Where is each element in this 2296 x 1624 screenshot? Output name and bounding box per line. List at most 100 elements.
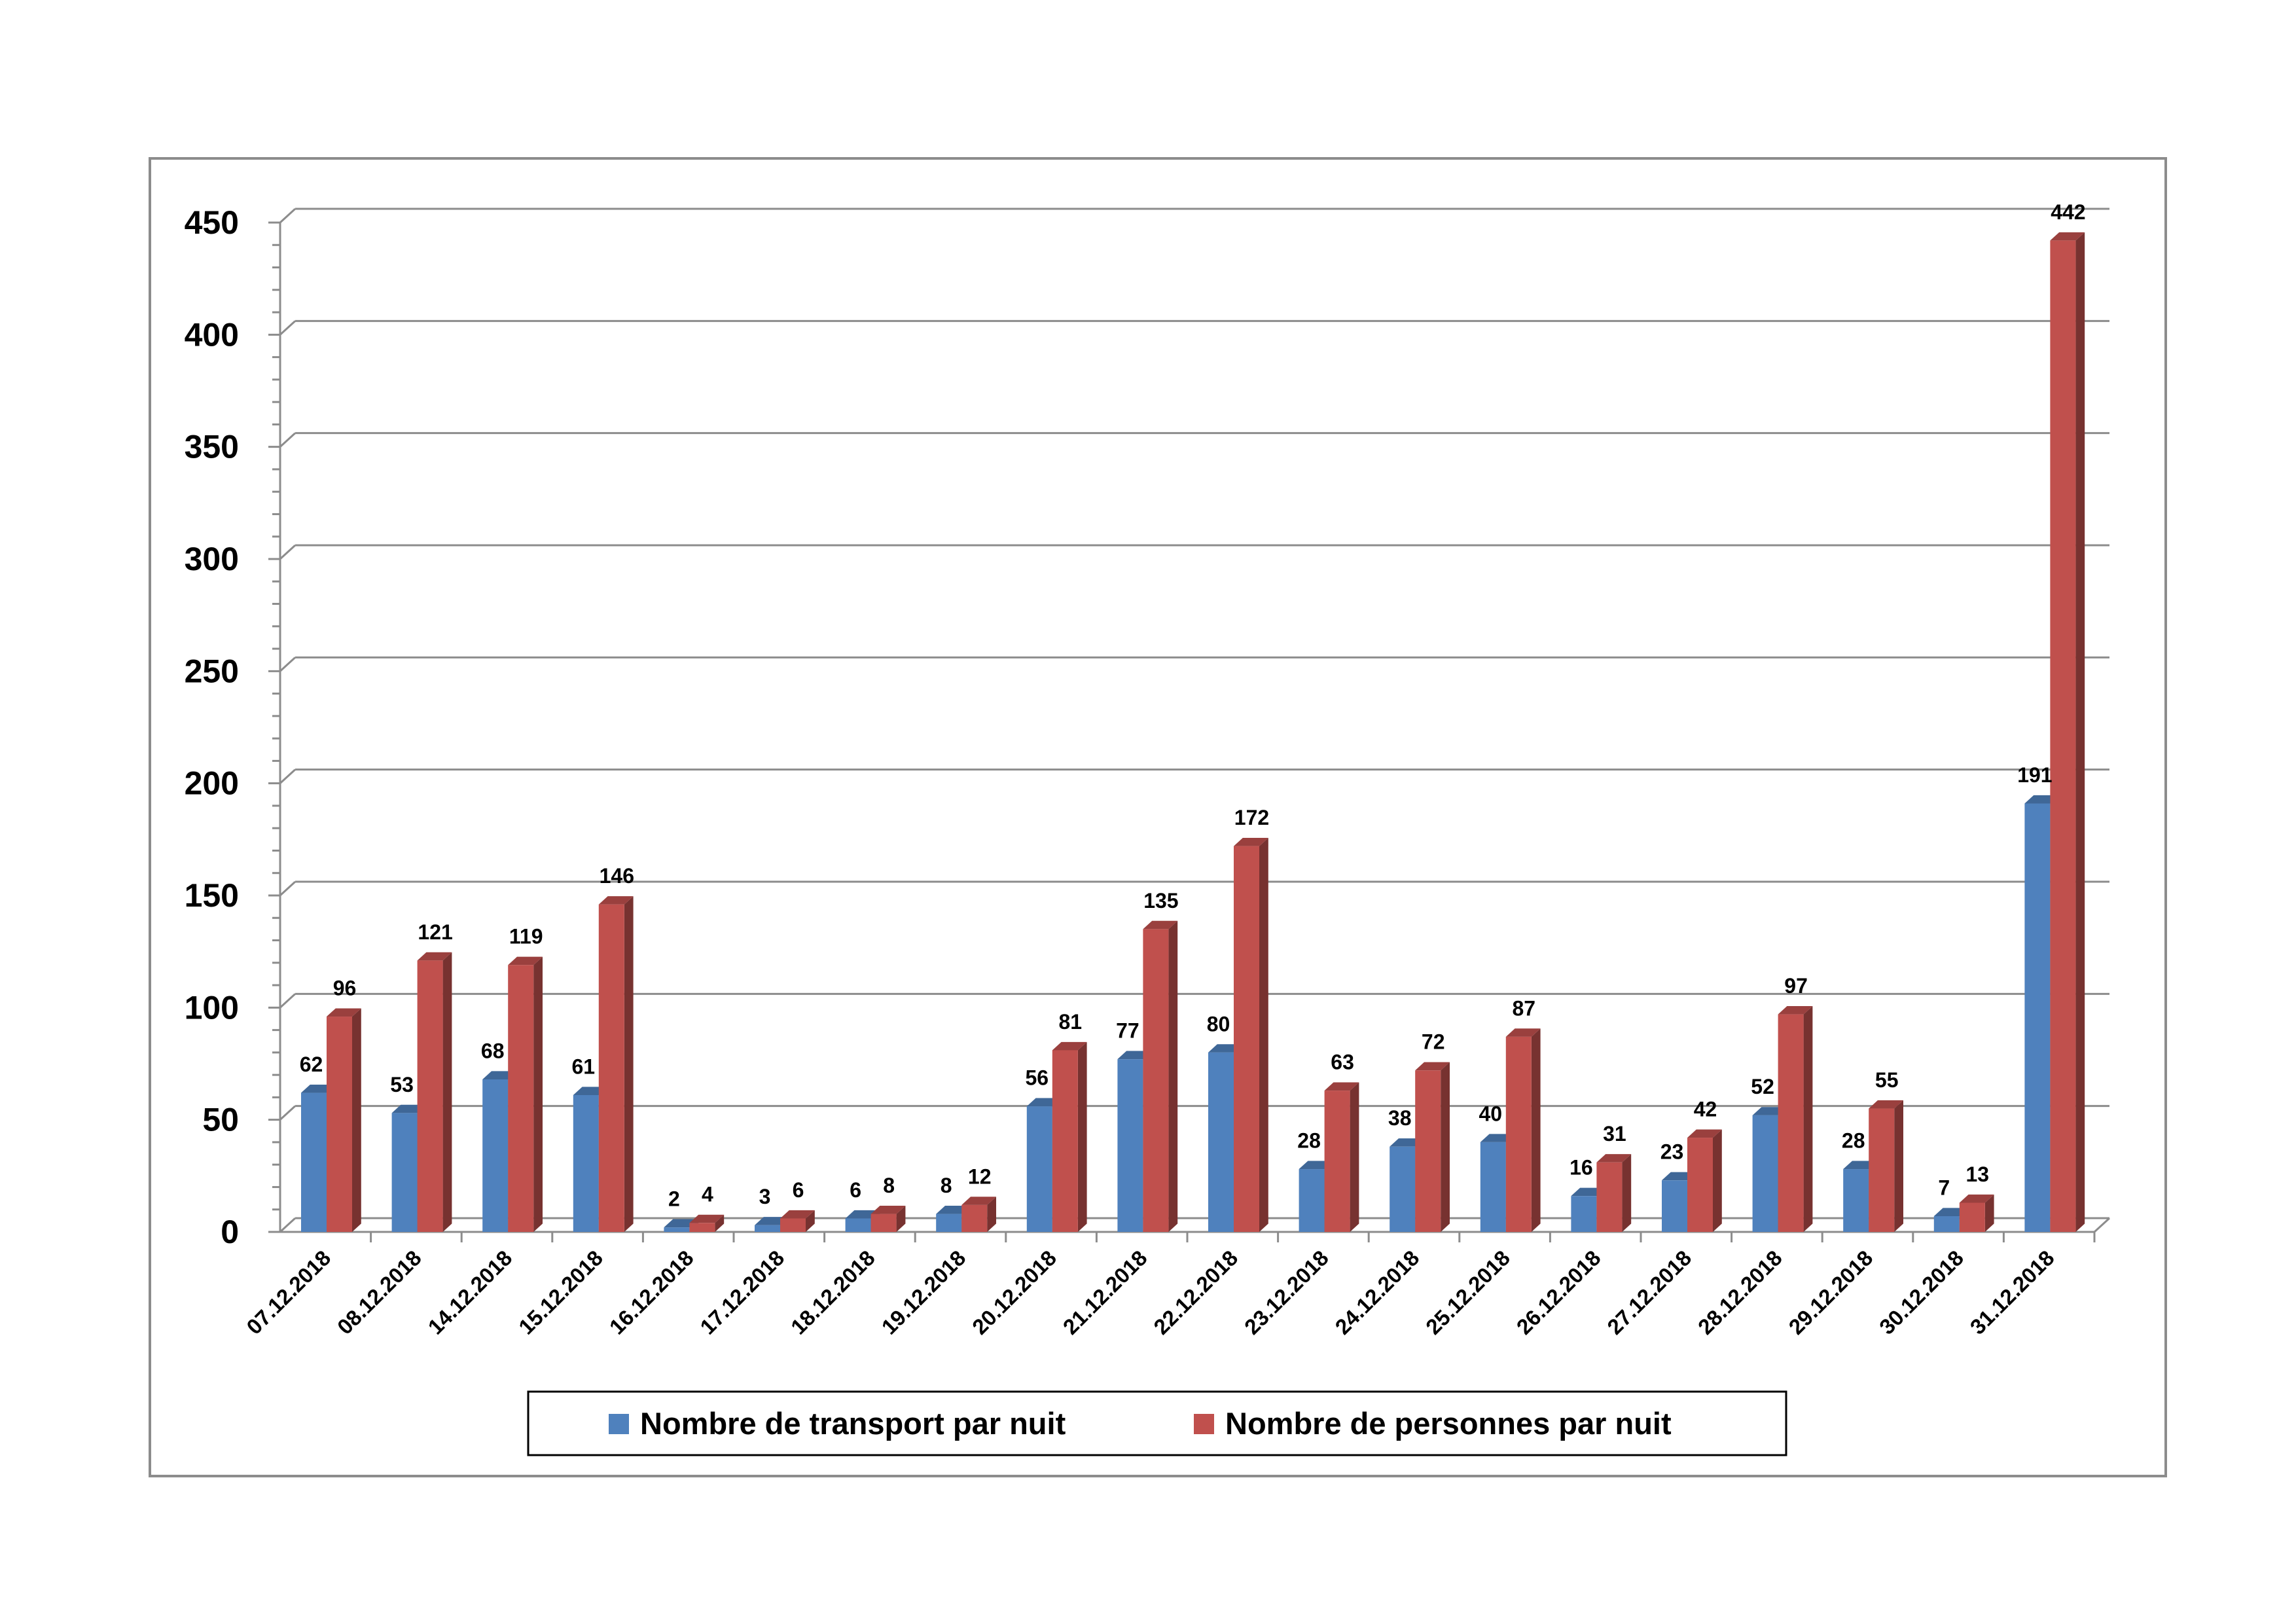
data-label: 52 [1751, 1075, 1774, 1098]
bar-top [1143, 920, 1178, 929]
bar-side [624, 896, 634, 1232]
y-tick-label: 0 [221, 1214, 239, 1250]
y-tick-label: 100 [185, 989, 239, 1026]
bar-top [780, 1210, 815, 1219]
bar-front [598, 904, 624, 1232]
bar-top [870, 1205, 906, 1214]
chart-frame [149, 157, 2167, 1477]
bar [508, 956, 543, 1232]
data-label: 31 [1603, 1122, 1626, 1146]
bar-top [1052, 1041, 1087, 1051]
bar-front [1234, 846, 1259, 1232]
data-label: 55 [1875, 1068, 1899, 1092]
bar-front [1933, 1216, 1960, 1232]
data-label: 72 [1422, 1030, 1445, 1054]
data-label: 172 [1234, 806, 1269, 829]
bar-top [327, 1008, 361, 1017]
data-label: 121 [418, 920, 452, 944]
bar-top [508, 956, 543, 965]
bar-side [1350, 1082, 1359, 1232]
data-label: 87 [1513, 996, 1536, 1020]
bar-top [1869, 1100, 1903, 1109]
gridline-diag [279, 768, 296, 784]
data-label: 6 [850, 1178, 861, 1202]
bar-front [780, 1218, 806, 1232]
bar [1505, 1028, 1541, 1232]
data-label: 6 [793, 1178, 804, 1202]
y-tick-label: 200 [185, 765, 239, 802]
bar [1596, 1154, 1632, 1232]
bar [2050, 232, 2085, 1232]
bar-front [1752, 1115, 1778, 1232]
bar-front [936, 1214, 962, 1232]
gridlines [279, 208, 2109, 1233]
bar-front [1571, 1196, 1597, 1232]
bar-side [442, 952, 452, 1232]
data-label: 8 [883, 1174, 895, 1197]
data-label: 8 [941, 1174, 952, 1197]
bar [1143, 920, 1178, 1232]
gridline-diag [279, 544, 296, 560]
bar-front [1208, 1052, 1234, 1232]
gridline-diag [279, 1217, 296, 1233]
legend-swatch-transport [609, 1414, 629, 1434]
bar-front [1778, 1014, 1804, 1232]
bar-front [1052, 1050, 1078, 1232]
bar [417, 952, 452, 1232]
data-label: 62 [300, 1053, 323, 1076]
bar-side [1803, 1006, 1813, 1232]
data-label: 146 [600, 864, 634, 888]
bar-side [352, 1008, 361, 1232]
bar-side [1077, 1041, 1087, 1232]
data-label: 3 [759, 1185, 771, 1208]
bar-side [987, 1197, 996, 1232]
data-label: 23 [1660, 1140, 1684, 1164]
y-tick-label: 250 [185, 653, 239, 689]
y-tick-label: 300 [185, 541, 239, 577]
bar-top [1415, 1062, 1450, 1071]
bar-side [1622, 1154, 1632, 1232]
bar-front [1299, 1169, 1325, 1232]
data-label: 42 [1694, 1097, 1717, 1121]
bar-side [533, 956, 543, 1232]
bar-front [1480, 1142, 1506, 1232]
y-tick-label: 50 [202, 1102, 239, 1138]
data-label: 38 [1388, 1106, 1412, 1130]
bar [327, 1008, 361, 1232]
y-tick-label: 350 [185, 429, 239, 465]
bar-front [1687, 1138, 1713, 1232]
bar-front [845, 1218, 871, 1232]
data-label: 53 [390, 1073, 414, 1096]
bar-front [391, 1113, 418, 1232]
bar-front [1143, 929, 1169, 1232]
data-label: 2 [668, 1187, 680, 1211]
gridline-diag [279, 880, 296, 897]
bar [689, 1214, 725, 1232]
bar-front [961, 1204, 988, 1232]
bar-front [2050, 240, 2076, 1232]
bar [1687, 1129, 1722, 1232]
bar-front [417, 960, 443, 1232]
legend-label-personnes: Nombre de personnes par nuit [1225, 1406, 1672, 1441]
bar-front [508, 965, 534, 1232]
legend: Nombre de transport par nuit Nombre de p… [527, 1390, 1787, 1456]
bar-side [2075, 232, 2085, 1232]
bar-top [598, 896, 634, 905]
data-label: 12 [968, 1164, 992, 1188]
bar-top [1324, 1082, 1359, 1091]
data-label: 442 [2051, 200, 2085, 224]
bar-front [1959, 1202, 1985, 1232]
bar [1415, 1062, 1450, 1232]
bar-top [1505, 1028, 1541, 1037]
bar-side [1713, 1129, 1722, 1232]
data-label: 16 [1570, 1156, 1593, 1180]
bar-side [1984, 1194, 1994, 1232]
bars [301, 232, 2085, 1232]
y-tick-label: 400 [185, 316, 239, 353]
bar-side [806, 1210, 815, 1232]
bar-top [689, 1214, 725, 1223]
data-label: 191 [2017, 763, 2052, 787]
data-label: 28 [1297, 1128, 1321, 1152]
bar-top [417, 952, 452, 961]
